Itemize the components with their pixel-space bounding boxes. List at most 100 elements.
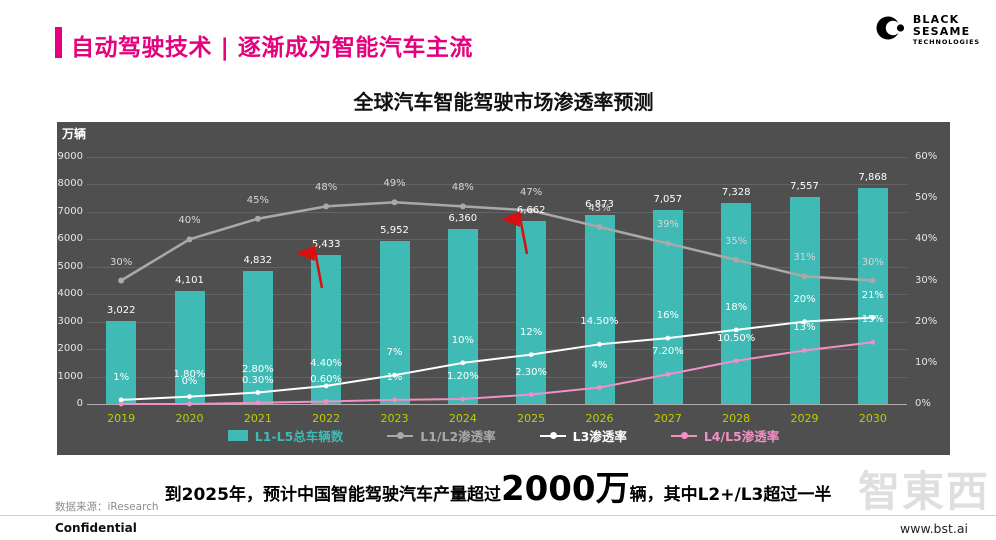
legend-line-dot <box>397 432 405 439</box>
legend-bar-swatch <box>227 430 248 441</box>
bar <box>174 291 205 404</box>
summary-part2: 辆，其中L2+/L3超过一半 <box>629 485 832 505</box>
line-value-label: 35% <box>725 235 748 247</box>
right-axis-tick-label: 0% <box>915 398 931 409</box>
right-axis-tick-label: 20% <box>915 315 938 327</box>
x-axis-label: 2030 <box>858 412 887 425</box>
logo-text: BLACK SESAME TECHNOLOGIES <box>912 13 980 46</box>
line-point-marker <box>254 215 261 222</box>
line-value-label: 0.60% <box>310 373 343 385</box>
x-axis-label: 2021 <box>243 412 272 425</box>
x-axis-label: 2028 <box>722 412 751 425</box>
bar-value-label: 3,022 <box>106 305 136 317</box>
chart-title: 全球汽车智能驾驶市场渗透率预测 <box>353 90 654 114</box>
summary-highlight: 2000万 <box>500 469 630 509</box>
legend-label: L4/L5渗透率 <box>703 429 780 444</box>
logo-text-line3: TECHNOLOGIES <box>912 37 980 46</box>
left-axis-tick-label: 2000 <box>57 343 83 355</box>
right-axis-tick-label: 60% <box>915 151 938 162</box>
x-axis-line <box>87 404 907 405</box>
footer-divider <box>0 515 996 516</box>
legend-item-2: L3渗透率 <box>539 426 627 445</box>
right-axis-tick-label: 30% <box>915 274 938 286</box>
gridline <box>87 184 907 186</box>
summary-text: 到2025年，预计中国智能驾驶汽车产量超过2000万辆，其中L2+/L3超过一半 <box>0 461 996 510</box>
bar <box>106 321 137 404</box>
bar-value-label: 7,868 <box>858 172 888 184</box>
logo-text-line1: BLACK <box>912 13 960 27</box>
line-value-label: 30% <box>861 256 884 268</box>
left-axis-tick-label: 1000 <box>57 370 83 382</box>
line-value-label: 39% <box>656 219 679 231</box>
company-logo: BLACK SESAME TECHNOLOGIES <box>875 12 980 48</box>
title-accent-bar <box>55 27 62 58</box>
gridline <box>87 211 907 213</box>
legend-line-swatch <box>670 432 697 439</box>
line-value-label: 40% <box>178 215 201 227</box>
legend-line-dot <box>549 432 557 439</box>
x-axis-label: 2019 <box>107 412 136 425</box>
legend-item-3: L4/L5渗透率 <box>670 426 780 445</box>
line-value-label: 14.50% <box>580 316 619 328</box>
logo-text-line2: SESAME <box>912 25 971 39</box>
x-axis-label: 2026 <box>585 412 614 425</box>
line-point-marker <box>323 203 330 210</box>
bar-value-label: 7,057 <box>653 194 683 206</box>
line-value-label: 0% <box>181 376 198 387</box>
gridline <box>87 239 907 241</box>
line-value-label: 31% <box>793 252 816 264</box>
line-value-label: 30% <box>110 256 133 268</box>
watermark: 智東西 <box>857 467 990 516</box>
line-value-label: 21% <box>861 289 884 301</box>
line-value-label: 4% <box>591 359 608 371</box>
line-value-label: 47% <box>520 186 543 198</box>
legend-label: L1/L2渗透率 <box>420 429 496 444</box>
line-value-label: 0.30% <box>241 374 274 386</box>
legend-item-1: L1/L2渗透率 <box>387 426 496 445</box>
summary-part1: 到2025年，预计中国智能驾驶汽车产量超过 <box>164 485 501 505</box>
website-link[interactable]: www.bst.ai <box>900 521 968 536</box>
black-sesame-logo-icon <box>875 12 907 48</box>
right-axis-tick-label: 50% <box>915 192 938 204</box>
page-title: 自动驾驶技术 | 逐渐成为智能汽车主流 <box>71 35 473 61</box>
line-value-label: 10.50% <box>717 332 756 344</box>
data-source-label: 数据来源：iResearch <box>55 501 159 513</box>
left-axis-tick-label: 3000 <box>57 315 83 327</box>
x-axis-label: 2024 <box>448 412 477 425</box>
gridline <box>87 349 907 351</box>
line-value-label: 15% <box>861 314 884 326</box>
right-axis-tick-label: 40% <box>915 233 938 245</box>
legend-item-0: L1-L5总车辆数 <box>227 426 344 445</box>
bar-value-label: 6,360 <box>448 213 478 225</box>
legend-label: L1-L5总车辆数 <box>254 429 344 444</box>
line-value-label: 10% <box>451 334 474 346</box>
line-value-label: 48% <box>315 182 338 194</box>
chart-panel: 万辆 L1-L5总车辆数 L1/L2渗透率 L3渗透率 L4/L5渗透率 0 1000 2… <box>57 122 950 455</box>
bar <box>652 210 683 404</box>
chart-legend: L1-L5总车辆数 L1/L2渗透率 L3渗透率 L4/L5渗透率 <box>57 426 950 445</box>
confidential-label: Confidential <box>55 521 137 535</box>
line-value-label: 1% <box>113 371 130 383</box>
left-axis-tick-label: 0 <box>76 398 83 409</box>
line-point-marker <box>391 199 398 206</box>
gridline <box>87 266 907 268</box>
legend-label: L3渗透率 <box>572 429 627 444</box>
left-axis-tick-label: 7000 <box>57 205 83 217</box>
line-value-label: 7% <box>386 347 403 359</box>
y-axis-unit-label: 万辆 <box>62 127 87 141</box>
line-value-label: 4.40% <box>310 357 343 369</box>
left-axis-tick-label: 6000 <box>57 233 83 245</box>
left-axis-tick-label: 4000 <box>57 288 83 300</box>
trend-line-1 <box>121 316 873 401</box>
bar-value-label: 7,328 <box>721 186 751 198</box>
x-axis-label: 2022 <box>312 412 341 425</box>
line-value-label: 1% <box>386 371 403 383</box>
bar-value-label: 4,832 <box>243 255 273 267</box>
bar <box>584 215 615 404</box>
gridline <box>87 157 907 158</box>
line-value-label: 20% <box>793 293 816 305</box>
left-axis-tick-label: 9000 <box>57 151 83 162</box>
legend-line-swatch <box>539 432 566 439</box>
legend-line-dot <box>680 432 688 439</box>
x-axis-label: 2023 <box>380 412 409 425</box>
